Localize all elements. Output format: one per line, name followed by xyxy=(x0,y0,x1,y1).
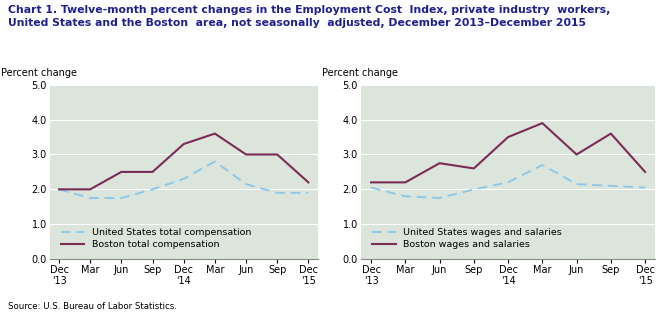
Text: Percent change: Percent change xyxy=(1,68,77,78)
Legend: United States wages and salaries, Boston wages and salaries: United States wages and salaries, Boston… xyxy=(369,224,566,252)
Text: Source: U.S. Bureau of Labor Statistics.: Source: U.S. Bureau of Labor Statistics. xyxy=(8,302,177,311)
Legend: United States total compensation, Boston total compensation: United States total compensation, Boston… xyxy=(57,224,255,252)
Text: Chart 1. Twelve-month percent changes in the Employment Cost  Index, private ind: Chart 1. Twelve-month percent changes in… xyxy=(8,5,610,28)
Text: Percent change: Percent change xyxy=(322,68,399,78)
